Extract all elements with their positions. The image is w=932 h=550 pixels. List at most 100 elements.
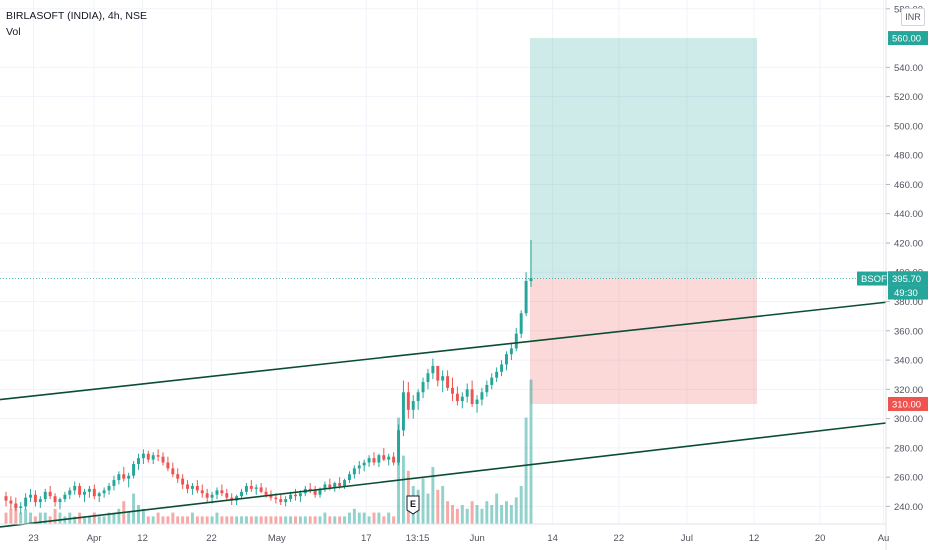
candle-body bbox=[107, 485, 111, 491]
candle-body bbox=[495, 371, 499, 378]
volume-bar bbox=[240, 516, 243, 524]
volume-bar bbox=[215, 512, 219, 524]
volume-bar bbox=[190, 512, 194, 524]
y-tick-label: 300.00 bbox=[894, 414, 923, 425]
candle-body bbox=[264, 491, 268, 495]
volume-bar bbox=[156, 512, 160, 524]
volume-bar bbox=[274, 516, 278, 524]
y-tick-label: 540.00 bbox=[894, 63, 923, 74]
x-tick-label: 12 bbox=[749, 533, 760, 544]
symbol-tag[interactable] bbox=[857, 271, 887, 286]
candle-body bbox=[215, 490, 219, 495]
candle-body bbox=[294, 494, 297, 497]
volume-bar bbox=[495, 493, 499, 524]
candle-body bbox=[63, 494, 67, 500]
candle-body bbox=[377, 455, 381, 463]
volume-bar bbox=[509, 505, 513, 524]
volume-bar bbox=[451, 505, 454, 524]
trendline-1[interactable] bbox=[0, 301, 887, 401]
candle-body bbox=[269, 494, 273, 498]
candle-body bbox=[421, 382, 425, 393]
y-tick-label: 520.00 bbox=[894, 92, 923, 103]
volume-bar bbox=[323, 512, 327, 524]
candle-body bbox=[289, 494, 293, 500]
position-loss-zone[interactable] bbox=[530, 278, 757, 404]
volume-bar bbox=[347, 512, 351, 524]
last-price-label: 395.70 bbox=[892, 274, 921, 285]
y-tick-label: 360.00 bbox=[894, 326, 923, 337]
candle-body bbox=[426, 373, 430, 383]
x-tick-label: 13:15 bbox=[406, 533, 430, 544]
last-price-tag[interactable] bbox=[888, 271, 928, 286]
position-profit-zone[interactable] bbox=[530, 38, 757, 279]
candle-body bbox=[347, 474, 351, 481]
volume-bar bbox=[195, 516, 199, 524]
candle-body bbox=[190, 485, 194, 489]
trendline-2[interactable] bbox=[0, 422, 887, 528]
volume-bar bbox=[171, 512, 175, 524]
candle-body bbox=[343, 480, 347, 486]
candle-body bbox=[122, 474, 126, 479]
volume-indicator-label[interactable]: Vol bbox=[6, 26, 21, 38]
price-tag[interactable] bbox=[888, 31, 928, 46]
candle-body bbox=[200, 490, 204, 494]
volume-bar bbox=[4, 512, 8, 524]
volume-bar bbox=[83, 516, 86, 524]
volume-bar bbox=[63, 516, 67, 524]
volume-bar bbox=[387, 512, 391, 524]
volume-bar bbox=[24, 508, 28, 524]
volume-bar bbox=[485, 501, 489, 524]
volume-bar bbox=[431, 467, 435, 524]
candle-body bbox=[401, 392, 405, 431]
candle-body bbox=[127, 475, 131, 479]
volume-bar bbox=[333, 516, 337, 524]
candle-body bbox=[382, 455, 386, 460]
volume-bar bbox=[421, 478, 425, 524]
volume-bar bbox=[181, 516, 185, 524]
candle-body bbox=[132, 463, 136, 476]
volume-bar bbox=[48, 516, 52, 524]
price-tag-label: 310.00 bbox=[892, 399, 921, 410]
candle-body bbox=[92, 488, 96, 497]
currency-button[interactable]: INR bbox=[901, 8, 925, 26]
candle-body bbox=[529, 278, 533, 282]
x-tick-label: 20 bbox=[815, 533, 826, 544]
candle-body bbox=[254, 487, 258, 489]
earnings-marker-icon[interactable] bbox=[406, 495, 420, 515]
volume-bar bbox=[465, 508, 469, 524]
volume-bar bbox=[210, 516, 214, 524]
candle-body bbox=[441, 376, 445, 381]
volume-bar bbox=[284, 516, 288, 524]
candle-body bbox=[411, 401, 415, 410]
candle-body bbox=[210, 494, 214, 498]
candle-body bbox=[372, 458, 376, 463]
volume-bar bbox=[289, 516, 293, 524]
volume-bar bbox=[397, 417, 400, 524]
y-tick-label: 440.00 bbox=[894, 209, 923, 220]
volume-bar bbox=[19, 512, 23, 524]
x-tick-label: 12 bbox=[137, 533, 148, 544]
volume-bar bbox=[357, 512, 361, 524]
volume-bar bbox=[117, 508, 121, 524]
candle-body bbox=[436, 365, 440, 381]
volume-bar bbox=[87, 516, 91, 524]
earnings-marker-label: E bbox=[410, 499, 416, 509]
candle-body bbox=[313, 490, 317, 495]
volume-bar bbox=[151, 516, 155, 524]
y-tick-label: 420.00 bbox=[894, 238, 923, 249]
x-tick-label: 17 bbox=[361, 533, 372, 544]
volume-bar bbox=[53, 508, 57, 524]
volume-bar bbox=[500, 505, 504, 524]
symbol-tag-label: BSOFT bbox=[861, 274, 893, 285]
volume-bar bbox=[220, 516, 224, 524]
volume-bar bbox=[372, 512, 376, 524]
volume-bar bbox=[249, 516, 253, 524]
volume-bar bbox=[455, 508, 459, 524]
candle-body bbox=[328, 484, 332, 488]
y-tick-label: 380.00 bbox=[894, 297, 923, 308]
price-tag[interactable] bbox=[888, 396, 928, 411]
candle-body bbox=[195, 485, 199, 491]
volume-bar bbox=[524, 417, 528, 524]
volume-bar bbox=[97, 516, 101, 524]
